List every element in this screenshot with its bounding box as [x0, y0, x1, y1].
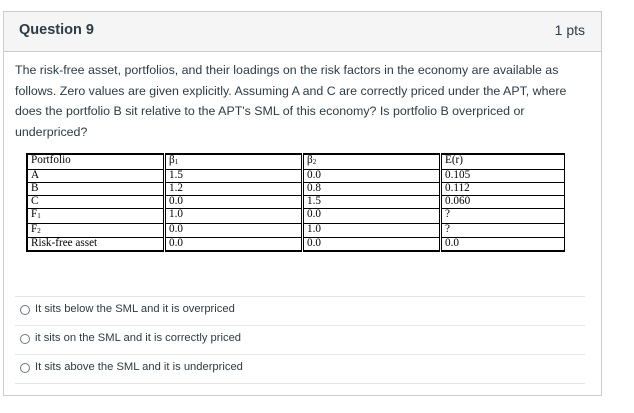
table-cell: 0.0	[164, 222, 304, 239]
table-cell: 0.0	[302, 237, 442, 253]
table-cell: B	[26, 181, 166, 196]
table-cell: 0.8	[302, 181, 442, 196]
table-cell: 0.105	[440, 168, 565, 183]
question-title: Question 9	[19, 22, 94, 38]
table-row: A 1.5 0.0 0.105	[26, 168, 565, 183]
table-cell: F1	[26, 207, 166, 224]
table-row: B 1.2 0.8 0.112	[26, 181, 565, 196]
cell-text: Risk-free asset	[31, 237, 98, 250]
answer-option[interactable]: It sits below the SML and it is overpric…	[15, 296, 585, 325]
table-header-row: Portfolio β1 β2 E(r)	[26, 152, 565, 170]
cell-text: A	[31, 168, 40, 181]
cell-text: F	[31, 222, 38, 235]
radio-button[interactable]	[20, 334, 30, 344]
column-header: β1	[164, 152, 304, 170]
table-row: F2 0.0 1.0?	[26, 222, 565, 239]
answer-label[interactable]: it sits on the SML and it is correctly p…	[35, 332, 242, 344]
radio-button[interactable]	[20, 305, 30, 315]
cell-text: C	[31, 194, 39, 207]
cell-subscript: 2	[37, 226, 41, 235]
question-header: Question 9 1 pts	[4, 12, 601, 52]
loadings-table: Portfolio β1 β2 E(r) A 1.5 0.0 0.105 B 1.2 0.8 0.11…	[26, 152, 565, 253]
table-cell: 1.0	[302, 222, 442, 239]
question-points: 1 pts	[554, 22, 585, 38]
answer-option[interactable]: it sits on the SML and it is correctly p…	[15, 325, 585, 354]
column-header: E(r)	[440, 152, 565, 170]
cell-subscript: 1	[37, 211, 41, 220]
table-cell: 1.5	[302, 194, 442, 209]
cell-text: B	[31, 181, 39, 194]
question-text: The risk-free asset, portfolios, and the…	[15, 63, 567, 139]
cell-subscript: 1	[174, 158, 179, 166]
table-cell: 0.0	[302, 168, 442, 183]
table-cell: 0.112	[440, 181, 565, 196]
cell-text: E(r)	[445, 154, 464, 166]
cell-text: β	[307, 154, 313, 166]
table-cell: 0.0	[302, 207, 442, 224]
table-cell: C	[26, 194, 166, 209]
table-row: C 0.0 1.5 0.060	[26, 194, 565, 209]
answer-option[interactable]: It sits above the SML and it is underpri…	[15, 354, 585, 384]
table-cell: 1.0	[164, 207, 304, 224]
table-row: F1 1.0 0.0?	[26, 207, 565, 224]
column-header: β2	[302, 152, 442, 170]
table-cell: 1.5	[164, 168, 304, 183]
table-cell: 0.0	[164, 237, 304, 253]
cell-text: Portfolio	[31, 154, 71, 166]
table-cell: 0.0	[440, 237, 565, 253]
answer-label[interactable]: It sits above the SML and it is underpri…	[35, 361, 243, 373]
table-cell: 0.060	[440, 194, 565, 209]
question-body: The risk-free asset, portfolios, and the…	[15, 60, 585, 142]
table-cell: 1.2	[164, 181, 304, 196]
answer-list: It sits below the SML and it is overpric…	[15, 296, 585, 384]
radio-button[interactable]	[20, 363, 30, 373]
table-cell: ?	[440, 207, 565, 224]
cell-text: F	[31, 207, 38, 220]
table-cell: 0.0	[164, 194, 304, 209]
table-row: Risk-free asset 0.0 0.0 0.0	[26, 237, 565, 253]
table-cell: F2	[26, 222, 166, 239]
table-cell: ?	[440, 222, 565, 239]
cell-text: β	[169, 154, 175, 166]
column-header: Portfolio	[26, 152, 166, 170]
table-cell: A	[26, 168, 166, 183]
table-cell: Risk-free asset	[26, 237, 166, 253]
cell-subscript: 2	[312, 158, 317, 166]
answer-label[interactable]: It sits below the SML and it is overpric…	[35, 303, 235, 315]
